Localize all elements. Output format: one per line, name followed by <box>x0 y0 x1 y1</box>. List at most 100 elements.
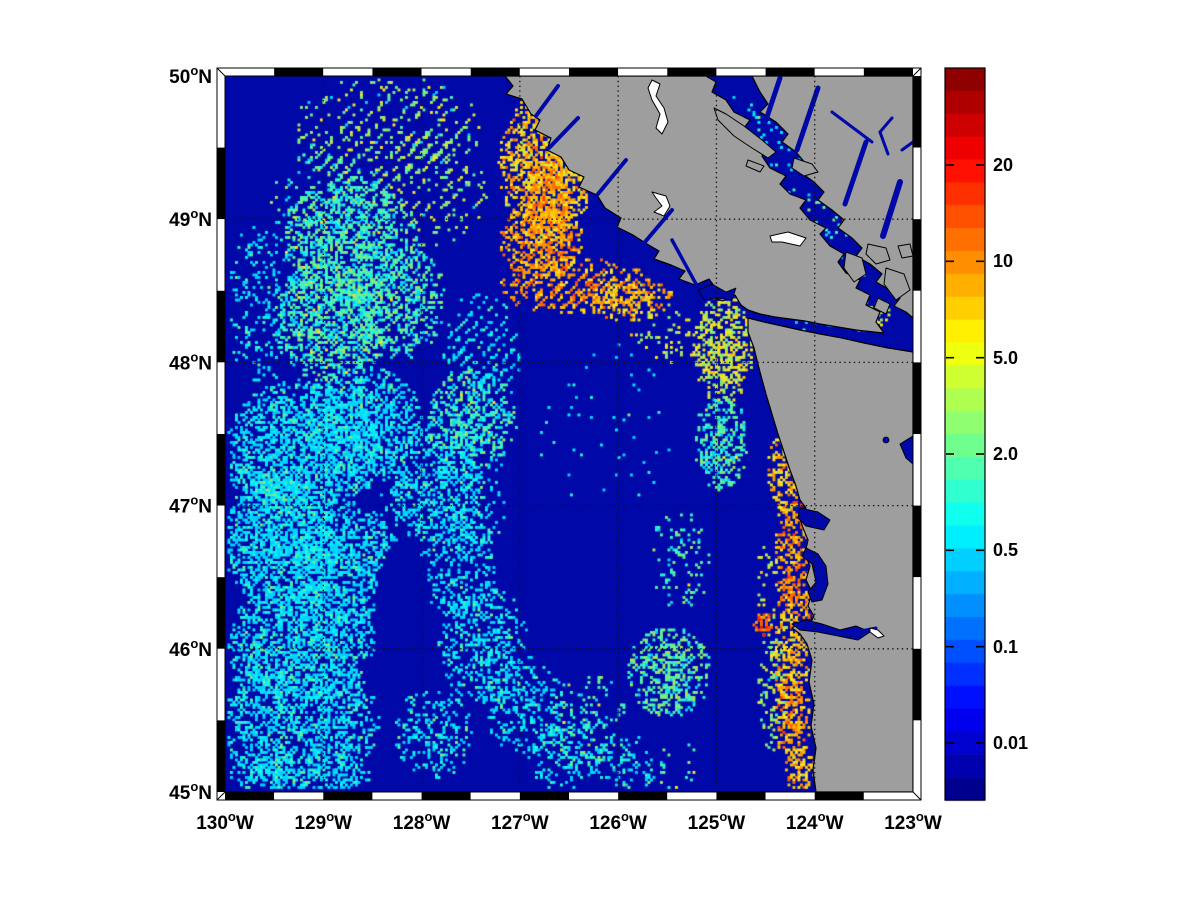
x-axis-tick-label: 126oW <box>589 809 647 834</box>
frame-segment-top <box>716 68 766 76</box>
frame-segment-right <box>913 577 921 649</box>
island-lake <box>647 79 669 135</box>
howe-sound <box>880 179 903 239</box>
frame-segment-bottom <box>863 792 913 800</box>
frame-segment-left <box>217 577 225 649</box>
puget-sound-dot <box>882 436 890 444</box>
frame-segment-bottom <box>421 792 471 800</box>
frame-segment-bottom <box>225 792 275 800</box>
frame-segment-left <box>217 76 225 148</box>
frame-segment-top <box>667 68 717 76</box>
frame-segment-bottom <box>814 792 864 800</box>
inlets-estuaries-layer <box>534 75 915 641</box>
island-fjord <box>534 84 560 118</box>
frame-segment-right <box>913 648 921 721</box>
san-juan-island <box>883 267 911 301</box>
frame-segment-left <box>217 147 225 220</box>
willapa-bay <box>801 547 829 603</box>
colorbar-frame-layer <box>944 67 986 801</box>
x-axis-tick-label: 123oW <box>884 809 942 834</box>
frame-segment-left <box>217 505 225 578</box>
frame-segment-bottom <box>667 792 717 800</box>
washington-oregon-mainland <box>747 317 914 793</box>
colorbar-tick-label: 2.0 <box>993 444 1018 464</box>
frame-corner-miter <box>912 67 922 77</box>
gulf-island <box>843 251 867 283</box>
colorbar-tick-label: 10 <box>993 251 1013 271</box>
frame-segment-right <box>913 290 921 363</box>
mainland-fjord <box>763 75 783 123</box>
frame-segment-top <box>274 68 324 76</box>
frame-corner-miter <box>912 791 922 801</box>
vancouver-island <box>504 75 885 334</box>
frame-segment-left <box>217 219 225 291</box>
lakes-layer <box>647 79 885 639</box>
y-axis-labels: 50oN 49oN 48oN 47oN 46oN 45oN <box>169 63 212 804</box>
frame-outer-border <box>216 67 922 801</box>
frame-segment-top <box>421 68 471 76</box>
frame-segment-left <box>217 362 225 434</box>
x-axis-tick-label: 129oW <box>294 809 352 834</box>
frame-segment-right <box>913 720 921 792</box>
x-axis-tick-label: 125oW <box>688 809 746 834</box>
frame-inner-border <box>224 75 914 793</box>
colorbar-tick-label: 0.1 <box>993 637 1018 657</box>
grays-harbor <box>797 507 831 531</box>
jervis-inlet <box>794 85 821 153</box>
y-axis-tick-label: 48oN <box>169 349 212 374</box>
cowichan-lake <box>769 231 807 247</box>
y-axis-tick-label: 46oN <box>169 636 212 661</box>
x-axis-tick-label: 124oW <box>786 809 844 834</box>
x-axis-labels: 130oW 129oW 128oW 127oW 126oW 125oW 124oW 123oW <box>196 809 942 834</box>
colorbar-tick-label: 0.01 <box>993 733 1028 753</box>
frame-segment-right <box>913 434 921 506</box>
island-fjord <box>596 158 628 196</box>
frame-segment-bottom <box>323 792 373 800</box>
small-island <box>791 157 819 177</box>
corner-river <box>900 140 915 152</box>
small-island <box>745 159 765 173</box>
frame-segment-left <box>217 434 225 506</box>
frame-segment-top <box>372 68 422 76</box>
y-axis-tick-label: 49oN <box>169 206 212 231</box>
frame-segment-top <box>765 68 815 76</box>
frame-segment-top <box>814 68 864 76</box>
frame-segment-left <box>217 720 225 792</box>
corner-river <box>878 116 894 156</box>
frame-segment-right <box>913 76 921 148</box>
colorbar-tick-label: 20 <box>993 155 1013 175</box>
colorbar-labels: 20 10 5.0 2.0 0.5 0.1 0.01 <box>993 155 1028 753</box>
corner-river <box>830 110 874 144</box>
texada-island <box>713 107 777 159</box>
frame-segment-top <box>323 68 373 76</box>
inland-lake <box>869 627 885 639</box>
y-axis-tick-label: 45oN <box>169 779 212 804</box>
frame-segment-bottom <box>765 792 815 800</box>
frame-segment-bottom <box>274 792 324 800</box>
frame-segment-top <box>569 68 619 76</box>
colorbar-tick-label: 0.5 <box>993 540 1018 560</box>
frame-segment-left <box>217 648 225 721</box>
alberni-inlet <box>670 238 698 286</box>
frame-segment-top <box>618 68 668 76</box>
frame-corner-miter <box>216 791 226 801</box>
mainland-fjord <box>842 139 869 207</box>
frame-segment-bottom <box>569 792 619 800</box>
island-lake-crescent <box>651 191 671 217</box>
y-axis-tick-label: 47oN <box>169 493 212 518</box>
frame-segment-top <box>225 68 275 76</box>
frame-corner-miter <box>216 67 226 77</box>
frame-segment-right <box>913 219 921 291</box>
map-frame-layer <box>216 67 922 801</box>
frame-segment-bottom <box>519 792 569 800</box>
frame-segment-left <box>217 290 225 363</box>
colorbar-tick-label: 5.0 <box>993 348 1018 368</box>
frame-segment-right <box>913 505 921 578</box>
frame-segment-bottom <box>618 792 668 800</box>
x-axis-tick-label: 128oW <box>393 809 451 834</box>
island-fjord <box>643 208 674 244</box>
frame-segment-top <box>470 68 520 76</box>
san-juan-island <box>873 297 891 315</box>
